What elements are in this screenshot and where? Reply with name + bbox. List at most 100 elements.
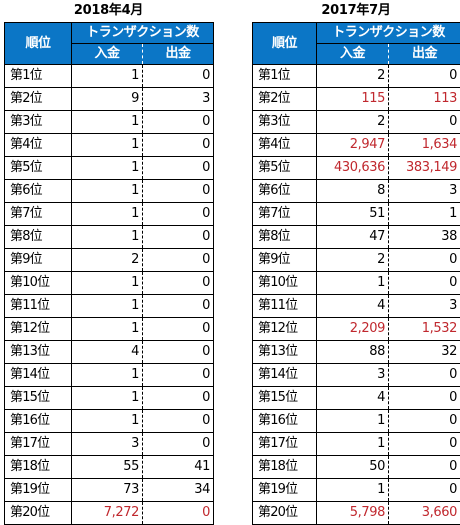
in-amount-cell: 1 (72, 203, 143, 226)
in-amount-cell: 1 (72, 387, 143, 410)
rank-cell: 第2位 (253, 88, 317, 111)
in-amount-cell: 1 (72, 318, 143, 341)
in-amount-cell: 4 (72, 341, 143, 364)
rank-cell: 第7位 (253, 203, 317, 226)
rank-cell: 第11位 (253, 295, 317, 318)
rank-cell: 第12位 (253, 318, 317, 341)
in-amount-cell: 1 (72, 180, 143, 203)
out-amount-cell: 0 (389, 387, 460, 410)
out-amount-cell: 3 (389, 180, 460, 203)
out-amount-cell: 0 (143, 318, 214, 341)
rank-cell: 第3位 (5, 111, 72, 134)
out-amount-cell: 0 (143, 295, 214, 318)
out-amount-cell: 0 (143, 341, 214, 364)
table-title: 2017年7月 (252, 0, 460, 22)
rank-cell: 第19位 (253, 479, 317, 502)
out-amount-cell: 0 (143, 433, 214, 456)
in-amount-cell: 1 (317, 410, 389, 433)
rank-cell: 第9位 (5, 249, 72, 272)
out-amount-cell: 0 (389, 364, 460, 387)
in-amount-cell: 4 (317, 295, 389, 318)
in-amount-cell: 7,272 (72, 502, 143, 525)
rank-cell: 第6位 (253, 180, 317, 203)
rank-cell: 第2位 (5, 88, 72, 111)
in-amount-cell: 47 (317, 226, 389, 249)
out-amount-cell: 0 (143, 203, 214, 226)
in-amount-cell: 1 (317, 479, 389, 502)
in-column-header: 入金 (72, 44, 143, 65)
rank-cell: 第13位 (5, 341, 72, 364)
in-amount-cell: 2 (72, 249, 143, 272)
rank-cell: 第20位 (253, 502, 317, 525)
out-amount-cell: 32 (389, 341, 460, 364)
in-amount-cell: 2,947 (317, 134, 389, 157)
rank-cell: 第4位 (5, 134, 72, 157)
out-amount-cell: 383,149 (389, 157, 460, 180)
rank-cell: 第14位 (253, 364, 317, 387)
in-amount-cell: 2 (317, 111, 389, 134)
out-amount-cell: 1,634 (389, 134, 460, 157)
out-amount-cell: 0 (389, 456, 460, 479)
out-amount-cell: 41 (143, 456, 214, 479)
out-column-header: 出金 (143, 44, 214, 65)
in-amount-cell: 73 (72, 479, 143, 502)
out-amount-cell: 113 (389, 88, 460, 111)
out-amount-cell: 3 (389, 295, 460, 318)
out-amount-cell: 3 (143, 88, 214, 111)
in-amount-cell: 115 (317, 88, 389, 111)
out-amount-cell: 34 (143, 479, 214, 502)
in-amount-cell: 2 (317, 65, 389, 88)
out-amount-cell: 3,660 (389, 502, 460, 525)
rank-cell: 第10位 (5, 272, 72, 295)
rank-cell: 第16位 (5, 410, 72, 433)
out-amount-cell: 0 (143, 364, 214, 387)
in-amount-cell: 1 (317, 433, 389, 456)
out-column-header: 出金 (389, 44, 460, 65)
out-amount-cell: 0 (143, 157, 214, 180)
in-amount-cell: 5,798 (317, 502, 389, 525)
rank-cell: 第9位 (253, 249, 317, 272)
rank-cell: 第15位 (5, 387, 72, 410)
out-amount-cell: 0 (143, 180, 214, 203)
in-amount-cell: 4 (317, 387, 389, 410)
out-amount-cell: 0 (143, 226, 214, 249)
in-amount-cell: 88 (317, 341, 389, 364)
rank-cell: 第17位 (5, 433, 72, 456)
out-amount-cell: 0 (143, 387, 214, 410)
out-amount-cell: 0 (143, 249, 214, 272)
rank-cell: 第19位 (5, 479, 72, 502)
out-amount-cell: 0 (389, 410, 460, 433)
out-amount-cell: 0 (389, 65, 460, 88)
